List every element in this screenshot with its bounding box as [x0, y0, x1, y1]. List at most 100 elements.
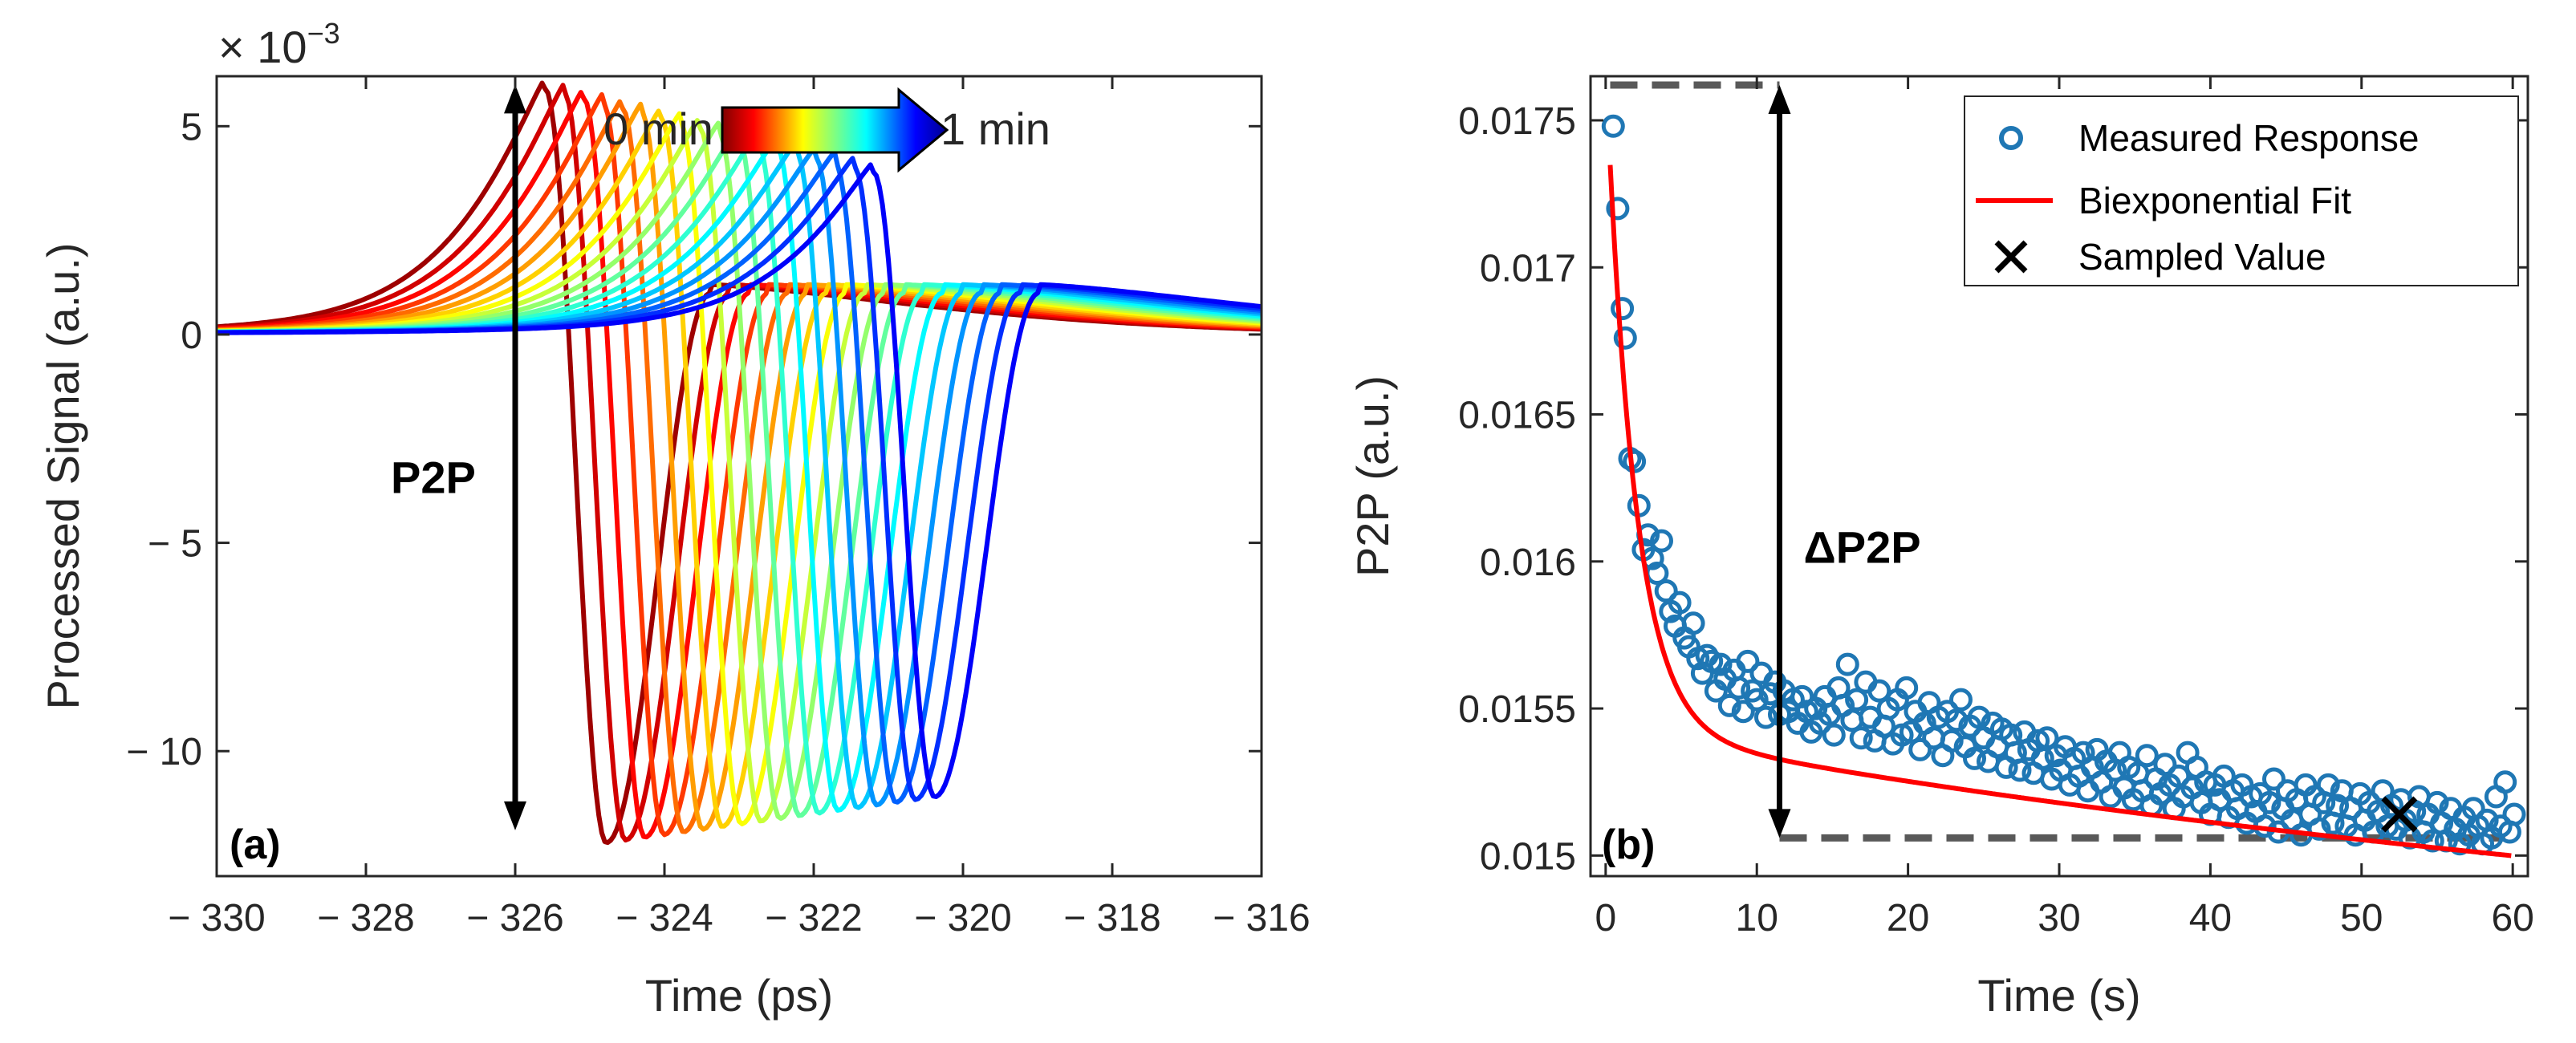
panel-b-chart: ΔP2P 0 10 20 30 40 50 60 0.015 0.0155 0.016 0.016…	[1347, 75, 2534, 1021]
measured-point	[1867, 679, 1891, 703]
legend-entry-fit: Biexponential Fit	[2078, 180, 2351, 221]
y-tick-label: 5	[181, 106, 202, 148]
y-tick-label: 0.017	[1480, 247, 1576, 290]
measured-point	[1845, 688, 1869, 712]
panel-a-y-ticks: 5 0 − 5 − 10	[126, 106, 1262, 773]
measured-point	[2167, 764, 2191, 788]
legend-circle-marker	[1999, 126, 2023, 150]
panel-b-y-ticks: 0.015 0.0155 0.016 0.0165 0.017 0.0175	[1458, 100, 2528, 878]
x-tick-label: − 316	[1213, 897, 1310, 940]
x-tick-label: − 330	[168, 897, 265, 940]
measured-point	[1731, 700, 1755, 724]
measured-point	[1709, 652, 1733, 676]
biexponential-fit-line	[1607, 164, 2512, 858]
sampled-value-marker	[2381, 796, 2418, 833]
measured-point	[1727, 676, 1751, 700]
measured-point	[1895, 676, 1919, 700]
pulse-curve	[216, 130, 1262, 816]
measured-point	[1650, 529, 1673, 553]
x-tick-label: 60	[2491, 897, 2533, 940]
y-tick-label: 0.016	[1480, 542, 1576, 584]
pulse-curve	[217, 140, 1262, 810]
panel-b-x-axis-label: Time (s)	[1977, 970, 2140, 1021]
measured-point	[1940, 728, 1964, 753]
pulse-curve	[217, 156, 1262, 802]
y-tick-label: 0	[181, 315, 202, 357]
legend-box	[1964, 95, 2519, 286]
pulse-curve	[217, 162, 1262, 799]
panel-a-axes-box	[215, 75, 1263, 878]
pulse-curve	[217, 108, 1262, 829]
delta-p2p-label: ΔP2P	[1803, 522, 1920, 572]
measured-point	[1835, 652, 1859, 676]
pulse-curve	[216, 90, 1262, 840]
measured-point	[2493, 770, 2517, 794]
panel-a-label: (a)	[230, 822, 281, 868]
y-tick-label: − 5	[148, 523, 202, 566]
y-tick-label: − 10	[126, 731, 202, 773]
y-tick-label: 0.0175	[1458, 100, 1576, 143]
legend-x-stroke	[1994, 240, 2028, 274]
measured-point	[1668, 590, 1692, 615]
x-tick-label: 50	[2340, 897, 2383, 940]
measured-point	[1754, 705, 1778, 729]
measured-point	[1790, 684, 1814, 708]
measured-point	[1849, 726, 1873, 750]
colormap-gradient-arrow	[721, 87, 949, 173]
y-tick-label: 0.0155	[1458, 688, 1576, 731]
measured-point	[2502, 802, 2526, 826]
x-tick-label: − 326	[466, 897, 563, 940]
pulse-curve	[216, 91, 1262, 838]
measured-point	[2326, 793, 2350, 818]
measured-point	[1611, 297, 1635, 321]
measured-point	[2425, 790, 2449, 814]
pulse-curve	[216, 99, 1262, 834]
measured-point	[1654, 579, 1678, 603]
y-tick-label: 0.0165	[1458, 395, 1576, 437]
measured-point	[2030, 746, 2054, 770]
sampled-x-stroke	[2381, 796, 2418, 833]
measured-point	[1613, 326, 1637, 350]
x-tick-label: 30	[2038, 897, 2080, 940]
x-tick-label: 40	[2189, 897, 2232, 940]
panel-b-label: (b)	[1602, 822, 1655, 868]
panel-a-x-axis-label: Time (ps)	[645, 970, 833, 1021]
pulse-curve	[216, 101, 1262, 832]
pulse-curve	[217, 146, 1262, 808]
delta-arrow-head-down	[1768, 809, 1791, 838]
x-tick-label: − 322	[765, 897, 862, 940]
legend-x-marker	[1994, 240, 2028, 274]
measured-point	[1736, 649, 1760, 673]
colormap-arrow	[721, 87, 949, 173]
x-tick-label: − 320	[914, 897, 1011, 940]
measured-point	[1967, 705, 1991, 729]
measured-point	[2153, 753, 2177, 777]
level-dashed-lines	[1610, 81, 2505, 842]
measured-point	[1745, 688, 1769, 712]
y-multiplier: × 10−3	[218, 17, 340, 72]
measured-point	[1944, 708, 1969, 733]
pulse-curve	[216, 83, 1262, 843]
legend: Measured Response Biexponential Fit Samp…	[1964, 95, 2519, 286]
panel-a-x-ticks: − 330 − 328 − 326 − 324 − 322 − 320 − 318 − 316	[168, 76, 1310, 940]
y-tick-label: 0.015	[1480, 835, 1576, 878]
y-multiplier-exponent: −3	[307, 17, 340, 50]
colormap-end-label: 1 min	[941, 103, 1050, 154]
measured-point	[1822, 723, 1846, 747]
measured-point	[2262, 767, 2285, 791]
measured-point	[1717, 693, 1741, 717]
pulse-curve	[216, 127, 1262, 818]
delta-p2p-arrow	[1768, 84, 1791, 838]
x-tick-label: − 324	[616, 897, 713, 940]
measured-point	[1606, 197, 1630, 221]
panel-b-x-ticks: 0 10 20 30 40 50 60	[1595, 76, 2534, 940]
p2p-arrow-head-down	[504, 801, 526, 830]
p2p-arrow	[504, 84, 526, 830]
x-tick-label: − 328	[317, 897, 414, 940]
measured-point	[1963, 746, 1986, 770]
measured-point	[2420, 829, 2444, 853]
measured-point	[1908, 737, 1932, 761]
pulse-curves	[216, 80, 1262, 846]
panel-a-y-axis-label: Processed Signal (a.u.)	[38, 242, 88, 709]
